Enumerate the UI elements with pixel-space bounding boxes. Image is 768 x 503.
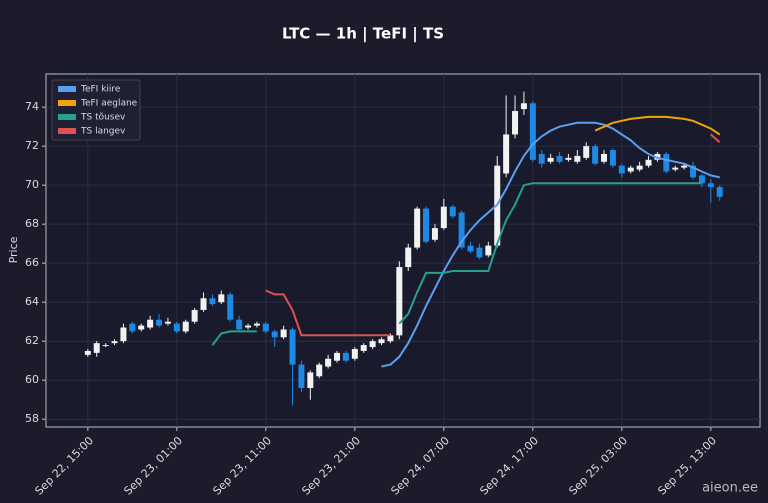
candle-body [601,153,608,162]
candle-body [556,155,563,162]
y-tick-label: 74 [25,100,39,113]
candle-body [271,331,278,338]
candle-body [360,345,367,351]
candle-body [156,319,163,326]
candle-body [503,134,510,174]
candle-body [547,157,554,162]
candle-body [200,298,207,310]
candle-body [298,364,305,388]
candle-body [574,155,581,162]
candle-body [289,329,296,365]
candle-body [405,247,412,268]
candle-body [520,103,527,110]
y-tick-label: 64 [25,295,39,308]
y-axis-label: Price [7,236,20,263]
y-tick-label: 66 [25,256,39,269]
candle-body [645,159,652,166]
candle-body [316,364,323,377]
candle-body [138,325,145,330]
candle-body [253,323,260,326]
candle-body [236,319,243,330]
legend-swatch [58,114,76,120]
candle-body [592,146,599,164]
y-tick-label: 70 [25,178,39,191]
candle-body [529,103,536,160]
candle-body [102,345,109,347]
legend-swatch [58,100,76,106]
candle-body [609,150,616,166]
plot-area [45,73,761,428]
legend-label: TS langev [80,127,126,137]
candle-body [449,206,456,217]
candle-body [618,165,625,174]
indicator-line [381,121,720,368]
candle-body [467,245,474,252]
y-tick-label: 68 [25,217,39,230]
watermark: aieon.ee [702,481,758,496]
legend-label: TS tõusev [80,113,126,123]
indicator-line [211,182,702,346]
candle-body [351,348,358,359]
candle-body [307,372,314,388]
candle-body [342,352,349,361]
candle-body [431,228,438,240]
candle-body [707,183,714,188]
candle-body [663,153,670,172]
legend-box [51,79,141,141]
candle-body [245,325,252,328]
candle-body [672,167,679,170]
chart-title: LTC — 1h | TeFI | TS [282,25,444,44]
candle-body [414,208,421,248]
candle-body [458,212,465,248]
indicator-line [594,115,721,136]
candle-body [538,153,545,164]
candle-body [111,341,118,344]
legend-swatch [58,128,76,134]
candle-body [485,245,492,256]
candle-body [396,267,403,336]
candle-body [565,157,572,160]
y-tick-label: 58 [25,412,39,425]
candle-body [627,167,634,172]
y-tick-label: 60 [25,373,39,386]
candle-body [164,321,171,324]
candle-body [690,165,697,178]
candle-body [209,298,216,305]
candle-body [84,350,91,355]
candle-body [182,321,189,332]
y-tick-label: 62 [25,334,39,347]
candle-body [387,335,394,342]
indicator-line [265,133,721,337]
candle-body [325,358,332,367]
candle-body [681,165,688,168]
candle-body [191,309,198,322]
candle-body [218,294,225,303]
candle-body [120,327,127,342]
candle-body [227,294,234,320]
y-tick-label: 72 [25,139,39,152]
candle-body [262,323,269,332]
candle-body [423,208,430,242]
candle-body [378,339,385,344]
candle-body [440,206,447,229]
candle-body [583,146,590,158]
candle-body [93,343,100,353]
candle-body [636,165,643,170]
candle-body [512,111,519,135]
candle-body [173,323,180,332]
candle-body [369,341,376,348]
legend-label: TeFI kiire [80,85,121,95]
candle-body [476,247,483,258]
candle-body [129,323,136,332]
legend-swatch [58,86,76,92]
candle-body [280,329,287,338]
candle-body [334,352,341,361]
candle-body [716,187,723,197]
candle-body [698,175,705,184]
candle-body [147,319,154,328]
legend-label: TeFI aeglane [80,99,138,109]
